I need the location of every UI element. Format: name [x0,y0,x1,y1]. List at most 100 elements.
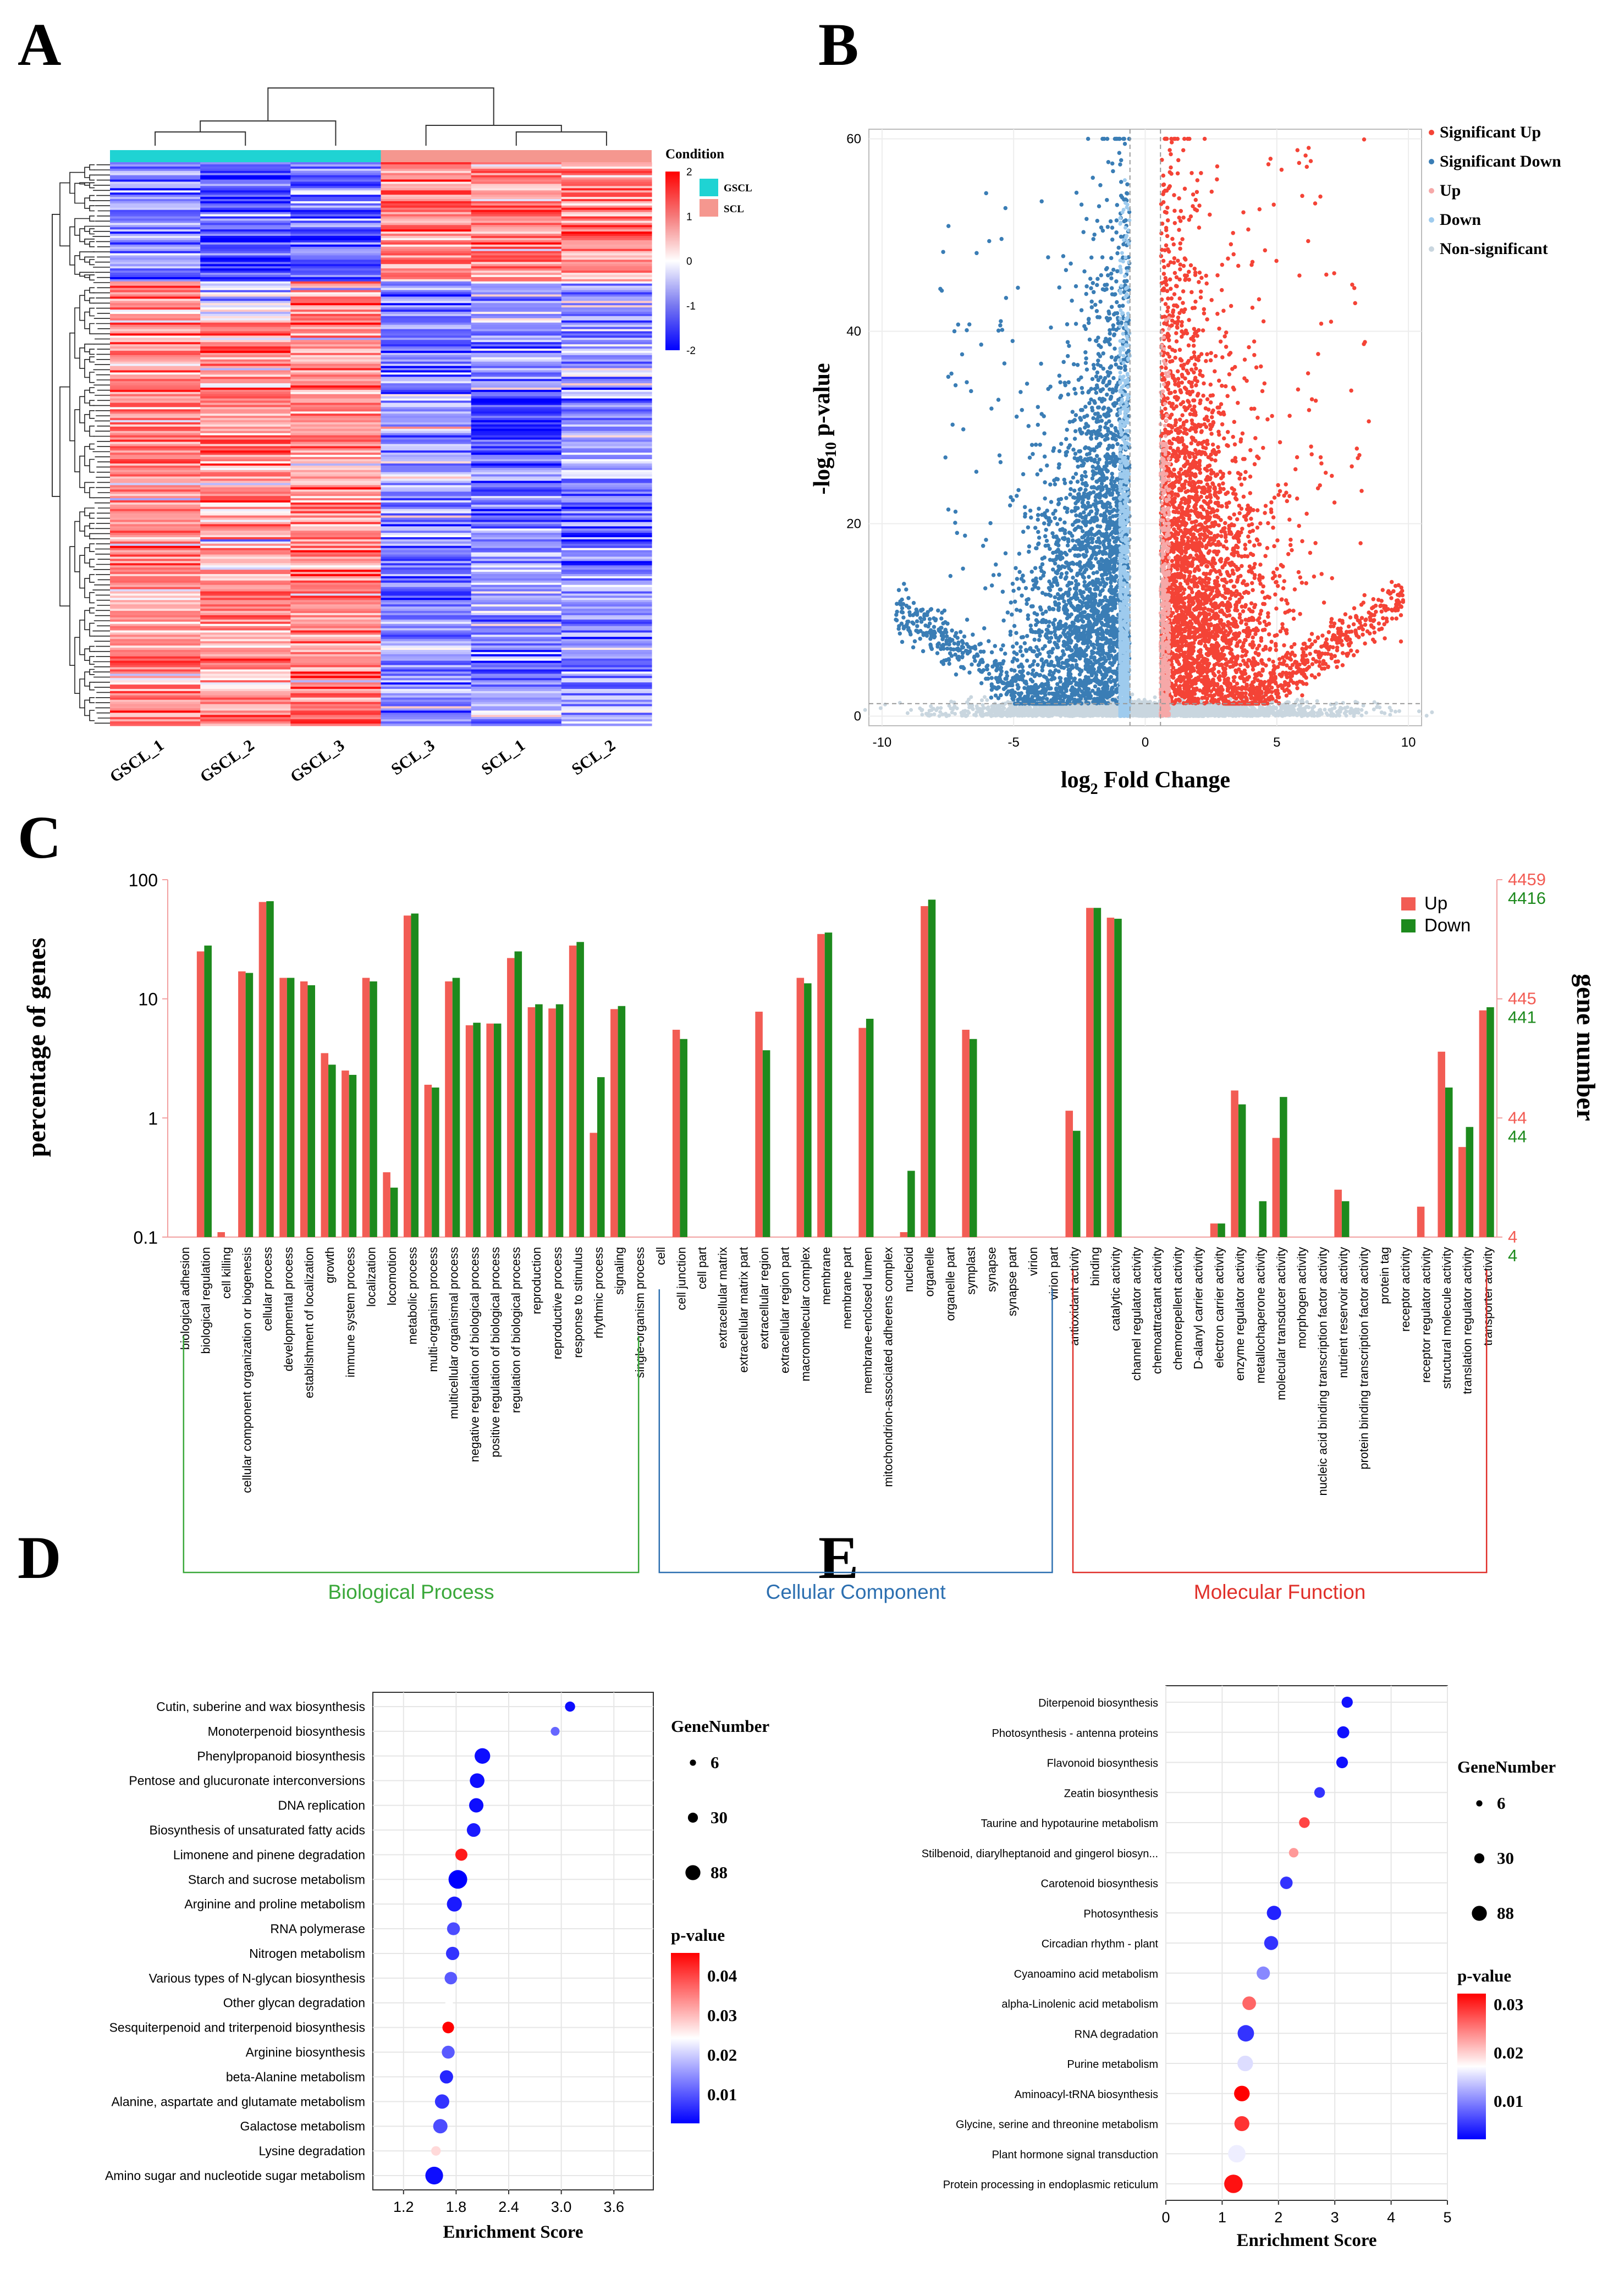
heatmap-cell [471,513,562,516]
heatmap-cell [381,199,472,202]
heatmap-cell [110,283,201,286]
heatmap-cell [290,251,382,254]
bubble-x-tick: 4 [1387,2209,1395,2226]
heatmap-cell [290,511,382,514]
heatmap-cell [471,170,562,174]
heatmap-cell [290,609,382,611]
heatmap-cell [381,504,472,507]
heatmap-cell [110,535,201,538]
heatmap-cell [110,370,201,373]
heatmap-cell [200,563,291,566]
heatmap-cell [200,296,291,299]
heatmap-cell [290,578,382,581]
volcano-legend-marker [1429,246,1434,252]
go-bar-down [307,985,316,1237]
heatmap-cell [381,717,472,720]
go-category-label: developmental process [282,1247,295,1371]
column-dendrogram [155,87,607,146]
heatmap-cell [381,559,472,561]
go-bar-down [762,1050,770,1237]
heatmap-cell [471,602,562,605]
bubble-x-tick: 1.8 [446,2199,467,2215]
heatmap-cell [110,721,201,724]
heatmap-cell [471,452,562,455]
heatmap-cell [561,476,652,479]
heatmap-cell [290,262,382,264]
pathway-point [442,2022,454,2034]
heatmap-cell [561,181,652,185]
heatmap-cell [290,515,382,518]
heatmap-cell [290,411,382,414]
heatmap-cell [381,634,472,637]
heatmap-cell [110,520,201,523]
heatmap-cell [110,467,201,471]
sample-label: SCL_2 [569,736,619,779]
heatmap-cell [200,186,291,189]
heatmap-cell [290,489,382,492]
heatmap-cell [290,517,382,521]
heatmap-cell [471,704,562,707]
heatmap-cell [381,520,472,523]
row-dendrogram-branch [84,699,90,716]
heatmap-cell [381,554,472,558]
heatmap-cell [200,565,291,568]
heatmap-cell [200,420,291,423]
heatmap-cell [561,697,652,700]
heatmap-cell [290,671,382,674]
go-group-label: Molecular Function [1194,1581,1366,1603]
heatmap-cell [381,598,472,600]
heatmap-cell [290,626,382,629]
heatmap-cell [200,324,291,328]
heatmap-cell [110,676,201,678]
heatmap-cell [200,338,291,340]
heatmap-cell [200,667,291,670]
heatmap-cell [381,630,472,633]
go-bar-down [1218,1223,1225,1237]
heatmap-cell [561,606,652,609]
row-dendrogram-branch [79,182,95,185]
go-category-label: multicellular organismal process [447,1247,461,1419]
go-category-label: establishment of localization [302,1247,316,1398]
heatmap-cell [290,502,382,505]
heatmap-cell [381,220,472,223]
heatmap-cell [561,186,652,189]
heatmap-cell [381,457,472,460]
heatmap-cell [561,294,652,297]
heatmap-cell [110,426,201,429]
heatmap-cell [290,704,382,707]
heatmap-cell [200,236,291,239]
heatmap-cell [290,463,382,466]
heatmap-cell [200,195,291,197]
heatmap-cell [471,595,562,598]
heatmap-cell [561,487,652,490]
go-category-label: chemorepellent activity [1171,1247,1185,1370]
heatmap-cell [200,290,291,293]
sample-label: SCL_3 [388,736,438,779]
heatmap-cell [110,489,201,492]
heatmap-cell [471,623,562,627]
heatmap-cell [200,162,291,165]
heatmap-cell [200,253,291,256]
heatmap-cell [110,320,201,323]
size-legend-label: 6 [711,1753,719,1772]
heatmap-cell [381,331,472,334]
heatmap-cell [290,279,382,282]
heatmap-cell [200,476,291,479]
heatmap-cell [200,428,291,432]
heatmap-cell [200,262,291,264]
heatmap-cell [561,702,652,705]
heatmap-cell [200,299,291,301]
pathway-term-label: Arginine biosynthesis [246,2045,365,2060]
heatmap-cell [381,541,472,544]
heatmap-cell [471,509,562,512]
heatmap-cell [110,349,201,351]
heatmap-cell [471,277,562,280]
heatmap-cell [290,570,382,572]
heatmap-cell [561,528,652,531]
heatmap-cell [200,654,291,657]
heatmap-cell [471,372,562,375]
heatmap-cell [471,697,562,700]
heatmap-cell [290,658,382,661]
heatmap-cell [200,366,291,369]
